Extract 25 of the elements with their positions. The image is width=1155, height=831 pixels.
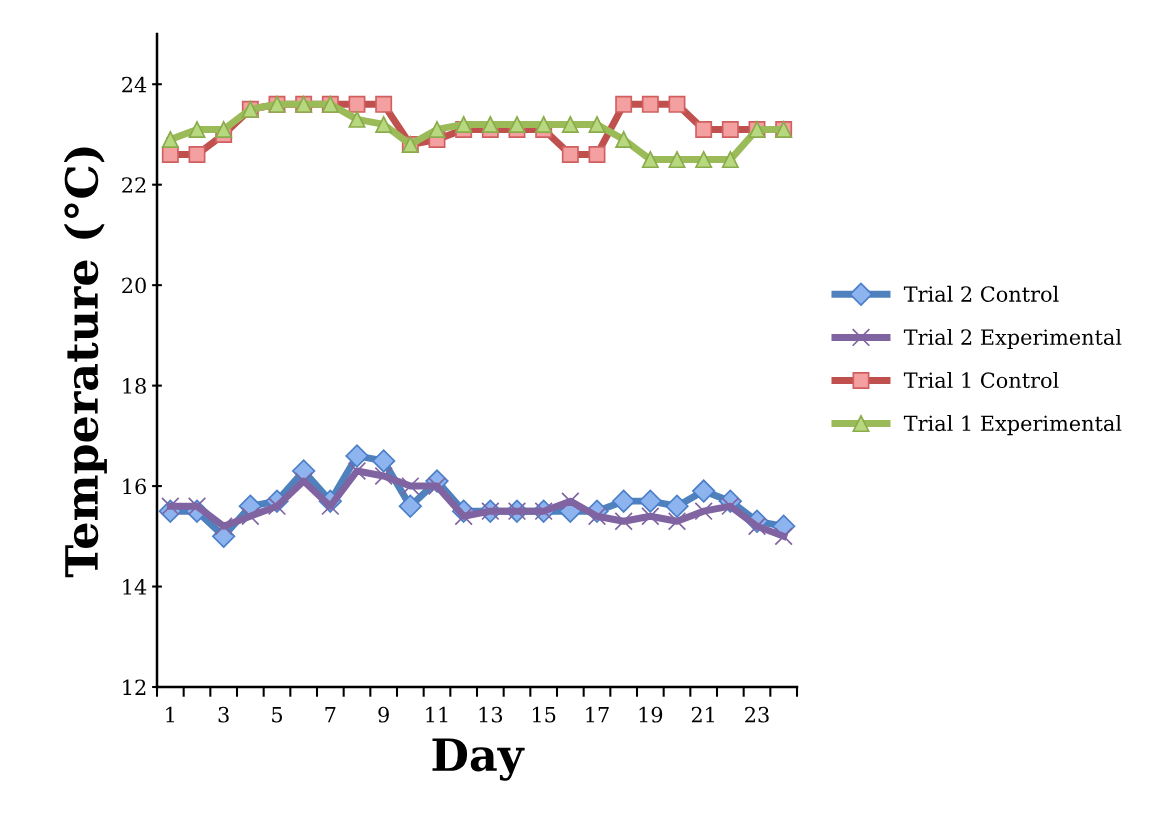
x-tick-label: 5 xyxy=(272,707,283,723)
legend-label: Trial 1 Control xyxy=(903,371,1059,389)
x-tick-label: 11 xyxy=(426,706,448,723)
legend-label: Trial 1 Experimental xyxy=(903,415,1122,436)
y-tick-label: 14 xyxy=(123,578,147,595)
legend-label: Trial 2 Experimental xyxy=(903,328,1122,350)
x-axis-title: Day xyxy=(432,738,525,781)
x-tick-label: 19 xyxy=(639,706,663,723)
y-tick-label: 12 xyxy=(123,679,146,695)
y-tick-label: 22 xyxy=(122,177,146,193)
x-tick-label: 15 xyxy=(532,706,556,723)
x-tick-label: 9 xyxy=(378,706,389,723)
y-axis-title: Temperature (°C) xyxy=(63,147,107,578)
y-tick-label: 24 xyxy=(122,76,147,93)
y-tick-label: 18 xyxy=(123,378,146,394)
x-tick-label: 17 xyxy=(586,706,609,723)
y-tick-label: 20 xyxy=(122,277,146,294)
x-tick-label: 1 xyxy=(166,706,174,723)
x-tick-label: 3 xyxy=(218,706,229,723)
x-tick-label: 21 xyxy=(691,706,714,723)
x-tick-label: 13 xyxy=(479,706,503,723)
y-tick-label: 16 xyxy=(123,478,146,495)
legend-label: Trial 2 Control xyxy=(903,285,1059,302)
x-tick-label: 7 xyxy=(325,707,336,723)
x-tick-label: 23 xyxy=(745,706,769,723)
